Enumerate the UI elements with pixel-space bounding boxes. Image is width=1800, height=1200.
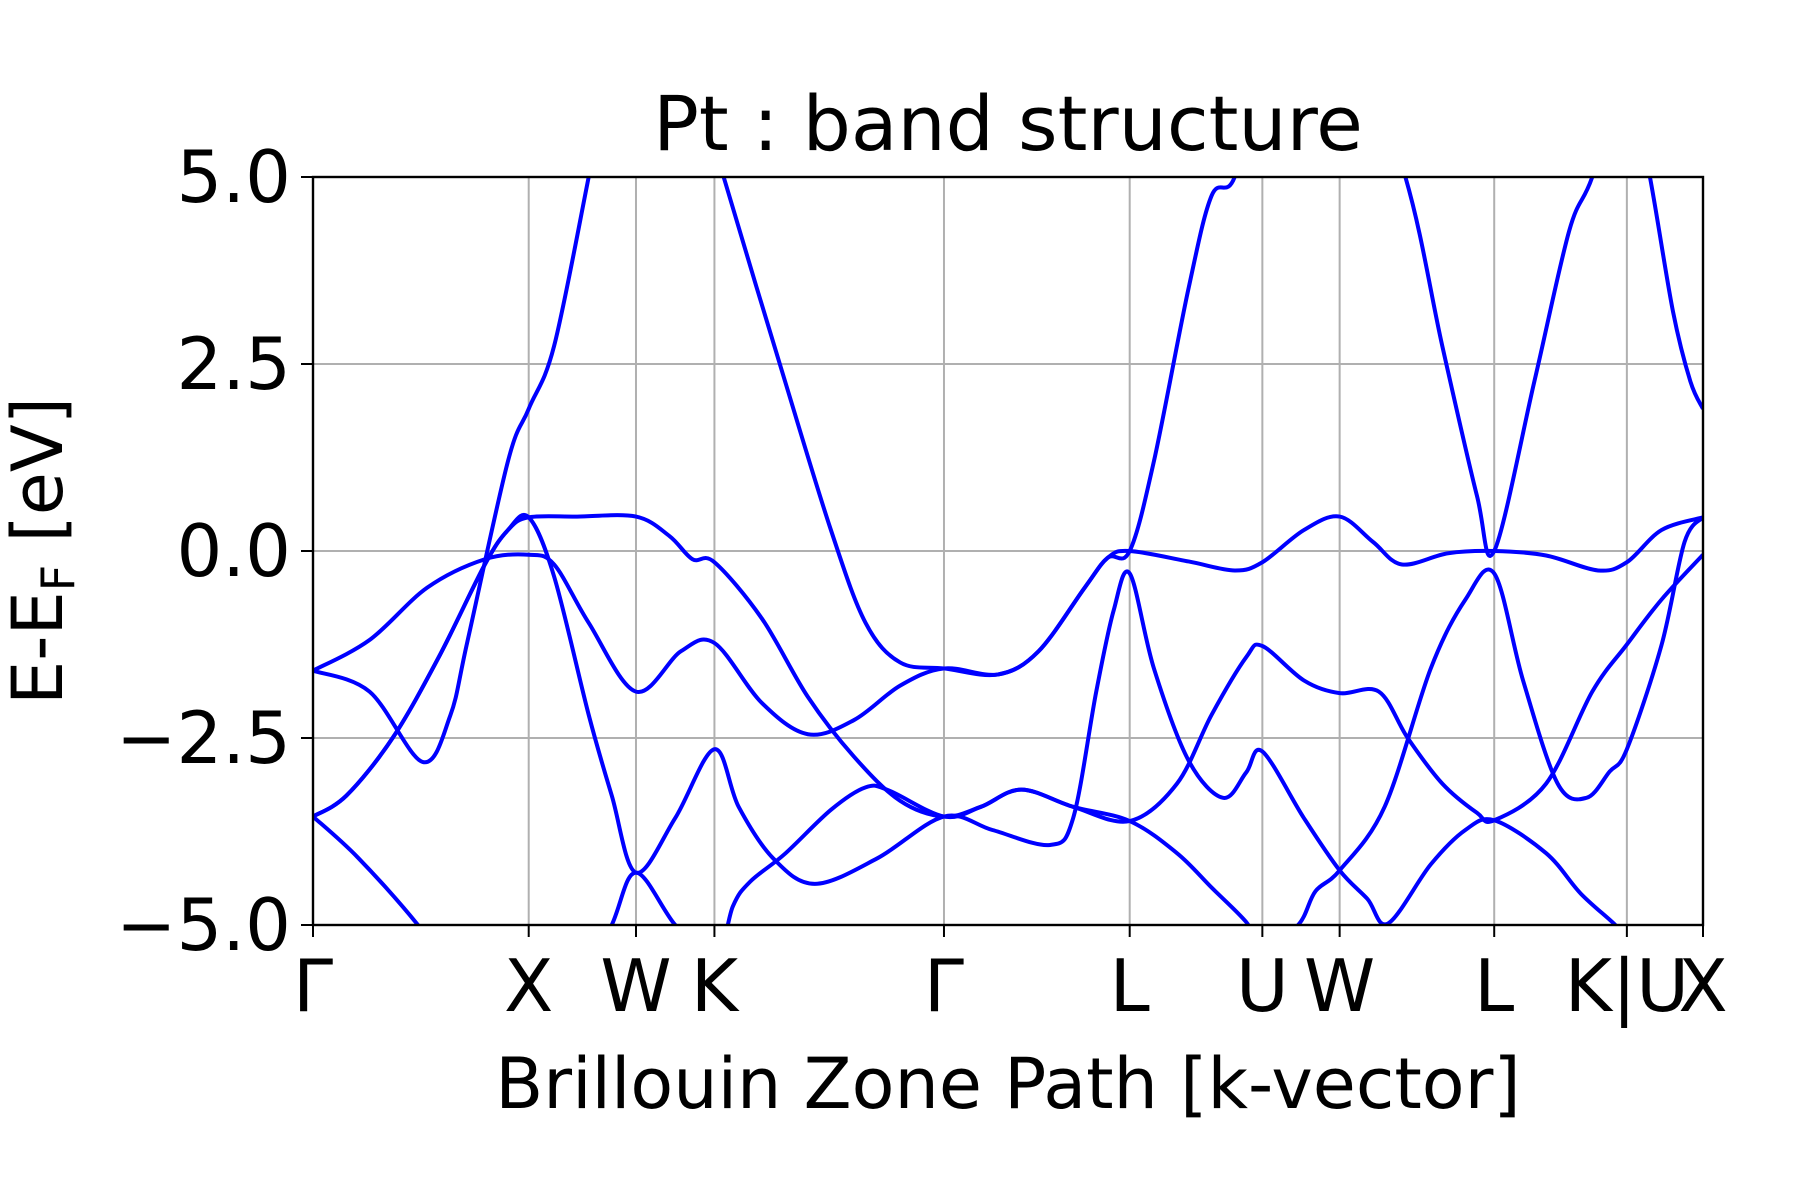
y-tick-label: 0.0 [176, 509, 291, 593]
band-line [313, 177, 1703, 765]
x-tick-label: W [600, 944, 671, 1028]
band-line [313, 512, 1619, 925]
x-tick-label: X [504, 944, 553, 1028]
band-line [313, 513, 1703, 824]
y-tick-label: 5.0 [176, 135, 291, 219]
x-tick-label: K|U [1565, 944, 1689, 1029]
y-axis-label-part: F [31, 565, 85, 591]
x-tick-label: W [1304, 944, 1375, 1028]
y-axis-label-part: E-E [0, 591, 79, 705]
plot-frame [311, 175, 1705, 927]
x-tick-label: L [1474, 944, 1514, 1028]
plot-lines [313, 177, 1703, 925]
x-tick-label: Γ [293, 944, 333, 1028]
x-tick-label: L [1110, 944, 1150, 1028]
x-tick-label: U [1236, 944, 1289, 1028]
y-tick-label: 2.5 [176, 322, 291, 406]
chart-title: Pt : band structure [653, 79, 1363, 168]
x-axis-label: Brillouin Zone Path [k-vector] [495, 1043, 1520, 1125]
y-axis-label-part: [eV] [0, 397, 79, 565]
y-axis-label: E-EF [eV] [0, 397, 85, 705]
x-tick-label: K [691, 944, 740, 1028]
y-tick-label: −2.5 [116, 696, 291, 780]
x-tick-label: Γ [924, 944, 964, 1028]
x-tick-label: X [1678, 944, 1727, 1028]
y-tick-label: −5.0 [116, 883, 291, 967]
